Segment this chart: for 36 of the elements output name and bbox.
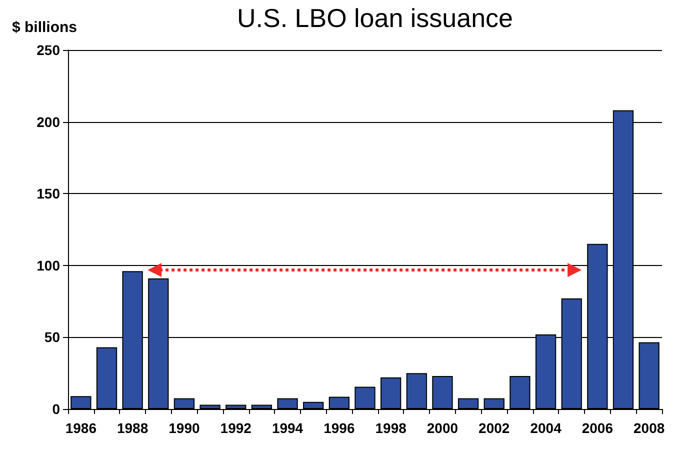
y-tick-label: 200	[36, 114, 60, 130]
bar	[303, 402, 324, 409]
y-tick-label: 150	[36, 186, 60, 202]
bar	[200, 404, 220, 409]
y-tick-label: 50	[44, 329, 60, 346]
x-tick-label: 1988	[116, 420, 148, 436]
bar	[638, 342, 660, 409]
bar	[510, 376, 530, 409]
x-tick-label: 2006	[582, 420, 614, 436]
bar	[174, 398, 195, 409]
x-tick-label: 2002	[478, 420, 510, 436]
x-tick-label: 1992	[220, 420, 252, 436]
bar	[406, 373, 427, 409]
x-tick-label: 1994	[272, 420, 304, 436]
chart-title: U.S. LBO loan issuance	[236, 3, 514, 33]
x-tick-label: 1990	[168, 420, 200, 436]
bar	[458, 398, 479, 409]
bar	[226, 404, 246, 409]
x-tick-label: 1986	[65, 420, 97, 436]
x-tick-label: 1996	[324, 420, 355, 436]
x-tick-label: 1998	[375, 420, 407, 436]
y-tick-label: 0	[52, 401, 60, 417]
bar	[251, 404, 272, 409]
y-tick-label: 100	[36, 257, 60, 274]
bar	[484, 398, 504, 409]
x-tick-label: 2000	[426, 420, 458, 436]
y-tick-label: 250	[36, 42, 60, 58]
bar	[328, 396, 350, 409]
bar	[96, 347, 118, 409]
bar	[277, 398, 298, 409]
bar	[354, 386, 376, 409]
bar	[380, 377, 402, 409]
x-tick-label: 2008	[634, 420, 665, 436]
bar	[432, 376, 453, 409]
y-axis-title: $ billions	[12, 19, 78, 36]
x-tick-label: 2004	[530, 420, 562, 436]
